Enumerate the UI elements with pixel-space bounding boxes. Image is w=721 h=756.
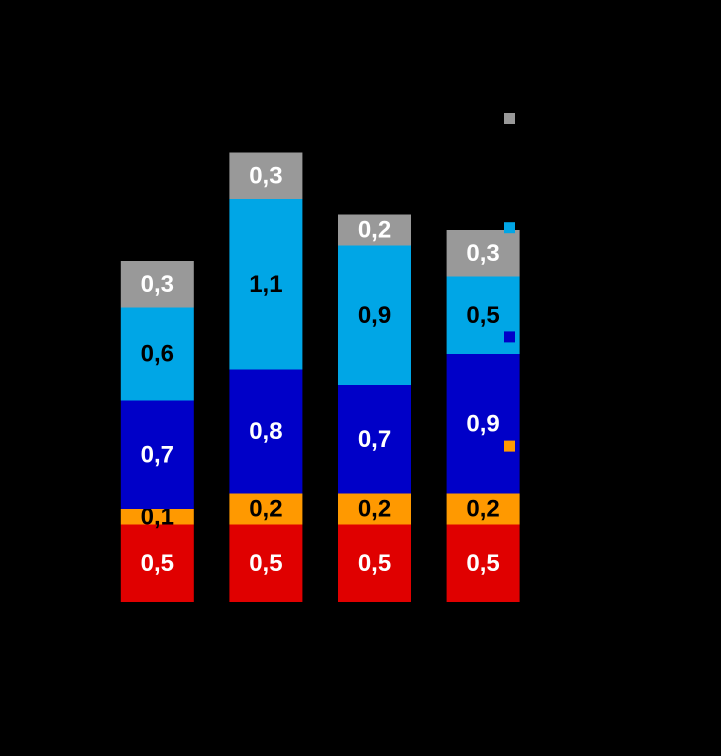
value-label: 0,2 (358, 496, 391, 523)
bar-segment (338, 493, 411, 525)
value-label: 0,2 (466, 496, 499, 523)
bar-segment (446, 524, 520, 602)
legend-marker (504, 549, 515, 561)
legend-marker (504, 222, 515, 234)
bar-segment (338, 245, 411, 385)
bar-segment (446, 493, 520, 525)
value-label: 0,2 (358, 217, 391, 244)
value-label: 0,3 (466, 240, 499, 267)
value-label: 0,5 (466, 550, 499, 577)
bar-segment (229, 152, 303, 199)
bar-segment (229, 524, 303, 602)
bar-segment (229, 369, 303, 494)
bar-segment (120, 509, 194, 525)
value-label: 0,5 (358, 550, 391, 577)
bar-segment (120, 524, 194, 602)
value-label: 0,8 (249, 418, 282, 445)
value-label: 0,9 (358, 302, 391, 329)
value-label: 0,3 (141, 271, 174, 298)
value-label: 1,1 (249, 271, 282, 298)
value-label: 0,7 (141, 441, 174, 468)
value-label: 0,3 (249, 162, 282, 189)
bar-segment (338, 385, 411, 494)
legend-marker (504, 440, 515, 452)
bar-segment (120, 261, 194, 308)
legend-marker (504, 113, 515, 124)
bar-segment (446, 230, 520, 277)
bar-segment (229, 493, 303, 525)
bar-segment (120, 400, 194, 509)
bar-segment (229, 199, 303, 370)
value-label: 0,5 (466, 302, 499, 329)
value-label: 0,2 (249, 496, 282, 523)
value-label: 0,9 (466, 410, 499, 437)
bar-segment (120, 307, 194, 401)
value-label: 0,5 (249, 550, 282, 577)
bar-segment (338, 524, 411, 602)
bar-segment (446, 354, 520, 494)
bar-segment (338, 214, 411, 246)
value-label: 0,5 (141, 550, 174, 577)
legend-marker (504, 331, 515, 343)
value-label: 0,7 (358, 426, 391, 453)
value-label: 0,6 (141, 341, 174, 368)
